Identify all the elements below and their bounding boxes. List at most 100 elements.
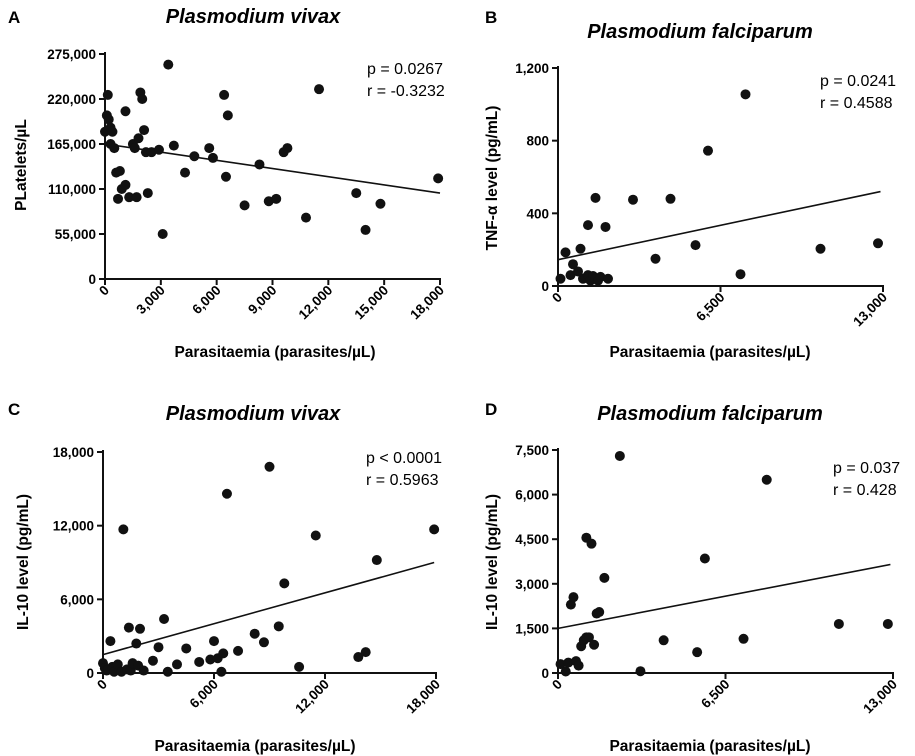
data-point	[123, 622, 134, 633]
data-point	[124, 192, 135, 203]
data-point	[699, 553, 710, 564]
data-point	[603, 273, 613, 284]
data-point	[555, 659, 566, 670]
data-point	[271, 193, 282, 204]
chart-title: Plasmodium vivax	[166, 6, 341, 28]
data-point	[294, 661, 305, 672]
x-tick-label: 6,000	[189, 283, 224, 318]
y-tick-label: 275,000	[47, 47, 96, 62]
y-tick-label: 3,000	[515, 577, 549, 592]
data-point	[138, 665, 149, 676]
data-points	[100, 59, 444, 239]
data-point	[573, 266, 583, 277]
data-point	[162, 666, 173, 677]
data-point	[568, 592, 579, 603]
y-tick-label: 0	[86, 666, 94, 681]
y-axis-label: IL-10 level (pg/mL)	[15, 494, 32, 630]
data-point	[131, 192, 142, 203]
x-axis-label: Parasitaemia (parasites/µL)	[609, 344, 810, 361]
y-tick-label: 0	[541, 666, 549, 681]
data-point	[102, 89, 113, 100]
data-point	[207, 152, 218, 163]
data-point	[650, 253, 661, 264]
p-value: p = 0.0241	[820, 73, 896, 90]
data-points	[98, 461, 440, 677]
data-point	[555, 273, 566, 284]
chart-title: Plasmodium falciparum	[597, 403, 823, 425]
data-point	[105, 636, 116, 647]
data-point	[258, 637, 269, 648]
data-point	[159, 613, 170, 624]
data-point	[692, 647, 703, 658]
data-point	[113, 193, 124, 204]
data-point	[194, 656, 205, 667]
data-point	[703, 145, 713, 156]
data-point	[133, 133, 144, 144]
x-tick-label: 3,000	[133, 283, 168, 318]
data-point	[264, 461, 275, 472]
data-point	[233, 645, 244, 656]
y-axis-label: PLatelets/µL	[13, 119, 30, 211]
data-point	[172, 659, 182, 670]
data-point	[568, 259, 578, 270]
data-point	[216, 666, 227, 677]
data-point	[103, 114, 114, 125]
data-point	[599, 572, 610, 583]
x-tick-label: 6,500	[693, 290, 728, 325]
data-point	[595, 271, 606, 282]
data-point	[575, 243, 586, 254]
data-point	[690, 240, 701, 251]
data-point	[353, 652, 364, 663]
y-tick-label: 800	[526, 134, 549, 149]
x-axis-label: Parasitaemia (parasites/µL)	[154, 738, 355, 755]
panel-letter: D	[485, 400, 497, 419]
data-point	[209, 636, 219, 647]
data-point	[131, 638, 142, 649]
data-point	[583, 220, 593, 231]
y-axis-label: IL-10 level (pg/mL)	[484, 494, 501, 630]
chart-title: Plasmodium vivax	[166, 403, 341, 425]
panel-letter: A	[8, 8, 20, 27]
y-tick-label: 0	[88, 272, 96, 287]
x-tick-label: 6,500	[698, 677, 733, 712]
data-point	[147, 655, 158, 666]
data-point	[282, 143, 293, 154]
data-point	[163, 59, 174, 70]
panel-b: B Plasmodium falciparum Parasitaemia (pa…	[484, 8, 896, 361]
data-point	[586, 538, 597, 549]
data-point	[181, 643, 192, 654]
data-point	[735, 269, 746, 280]
data-point	[583, 632, 594, 643]
r-value: r = -0.3232	[367, 83, 445, 100]
data-point	[882, 618, 893, 629]
x-tick-label: 13,000	[860, 677, 900, 717]
data-point	[360, 647, 371, 658]
data-point	[139, 125, 150, 136]
data-point	[157, 229, 168, 239]
x-axis-label: Parasitaemia (parasites/µL)	[174, 344, 375, 361]
y-tick-label: 4,500	[515, 532, 549, 547]
x-tick-label: 18,000	[407, 283, 447, 323]
data-point	[239, 200, 250, 211]
data-point	[218, 648, 229, 659]
y-tick-label: 12,000	[53, 519, 94, 534]
panel-letter: C	[8, 400, 20, 419]
data-point	[118, 524, 129, 535]
data-point	[109, 143, 120, 154]
regression-line	[102, 561, 435, 656]
data-point	[219, 89, 230, 100]
data-point	[371, 555, 382, 566]
x-tick-label: 12,000	[292, 677, 332, 717]
data-point	[137, 94, 148, 104]
regression-line	[557, 190, 881, 261]
p-value: p = 0.0267	[367, 61, 443, 78]
data-point	[153, 144, 164, 155]
data-point	[249, 628, 260, 639]
data-point	[560, 247, 571, 258]
data-point	[614, 450, 625, 461]
panel-d: D Plasmodium falciparum Parasitaemia (pa…	[484, 400, 900, 755]
data-point	[220, 171, 231, 182]
y-tick-label: 6,000	[60, 592, 94, 607]
data-point	[873, 238, 883, 249]
